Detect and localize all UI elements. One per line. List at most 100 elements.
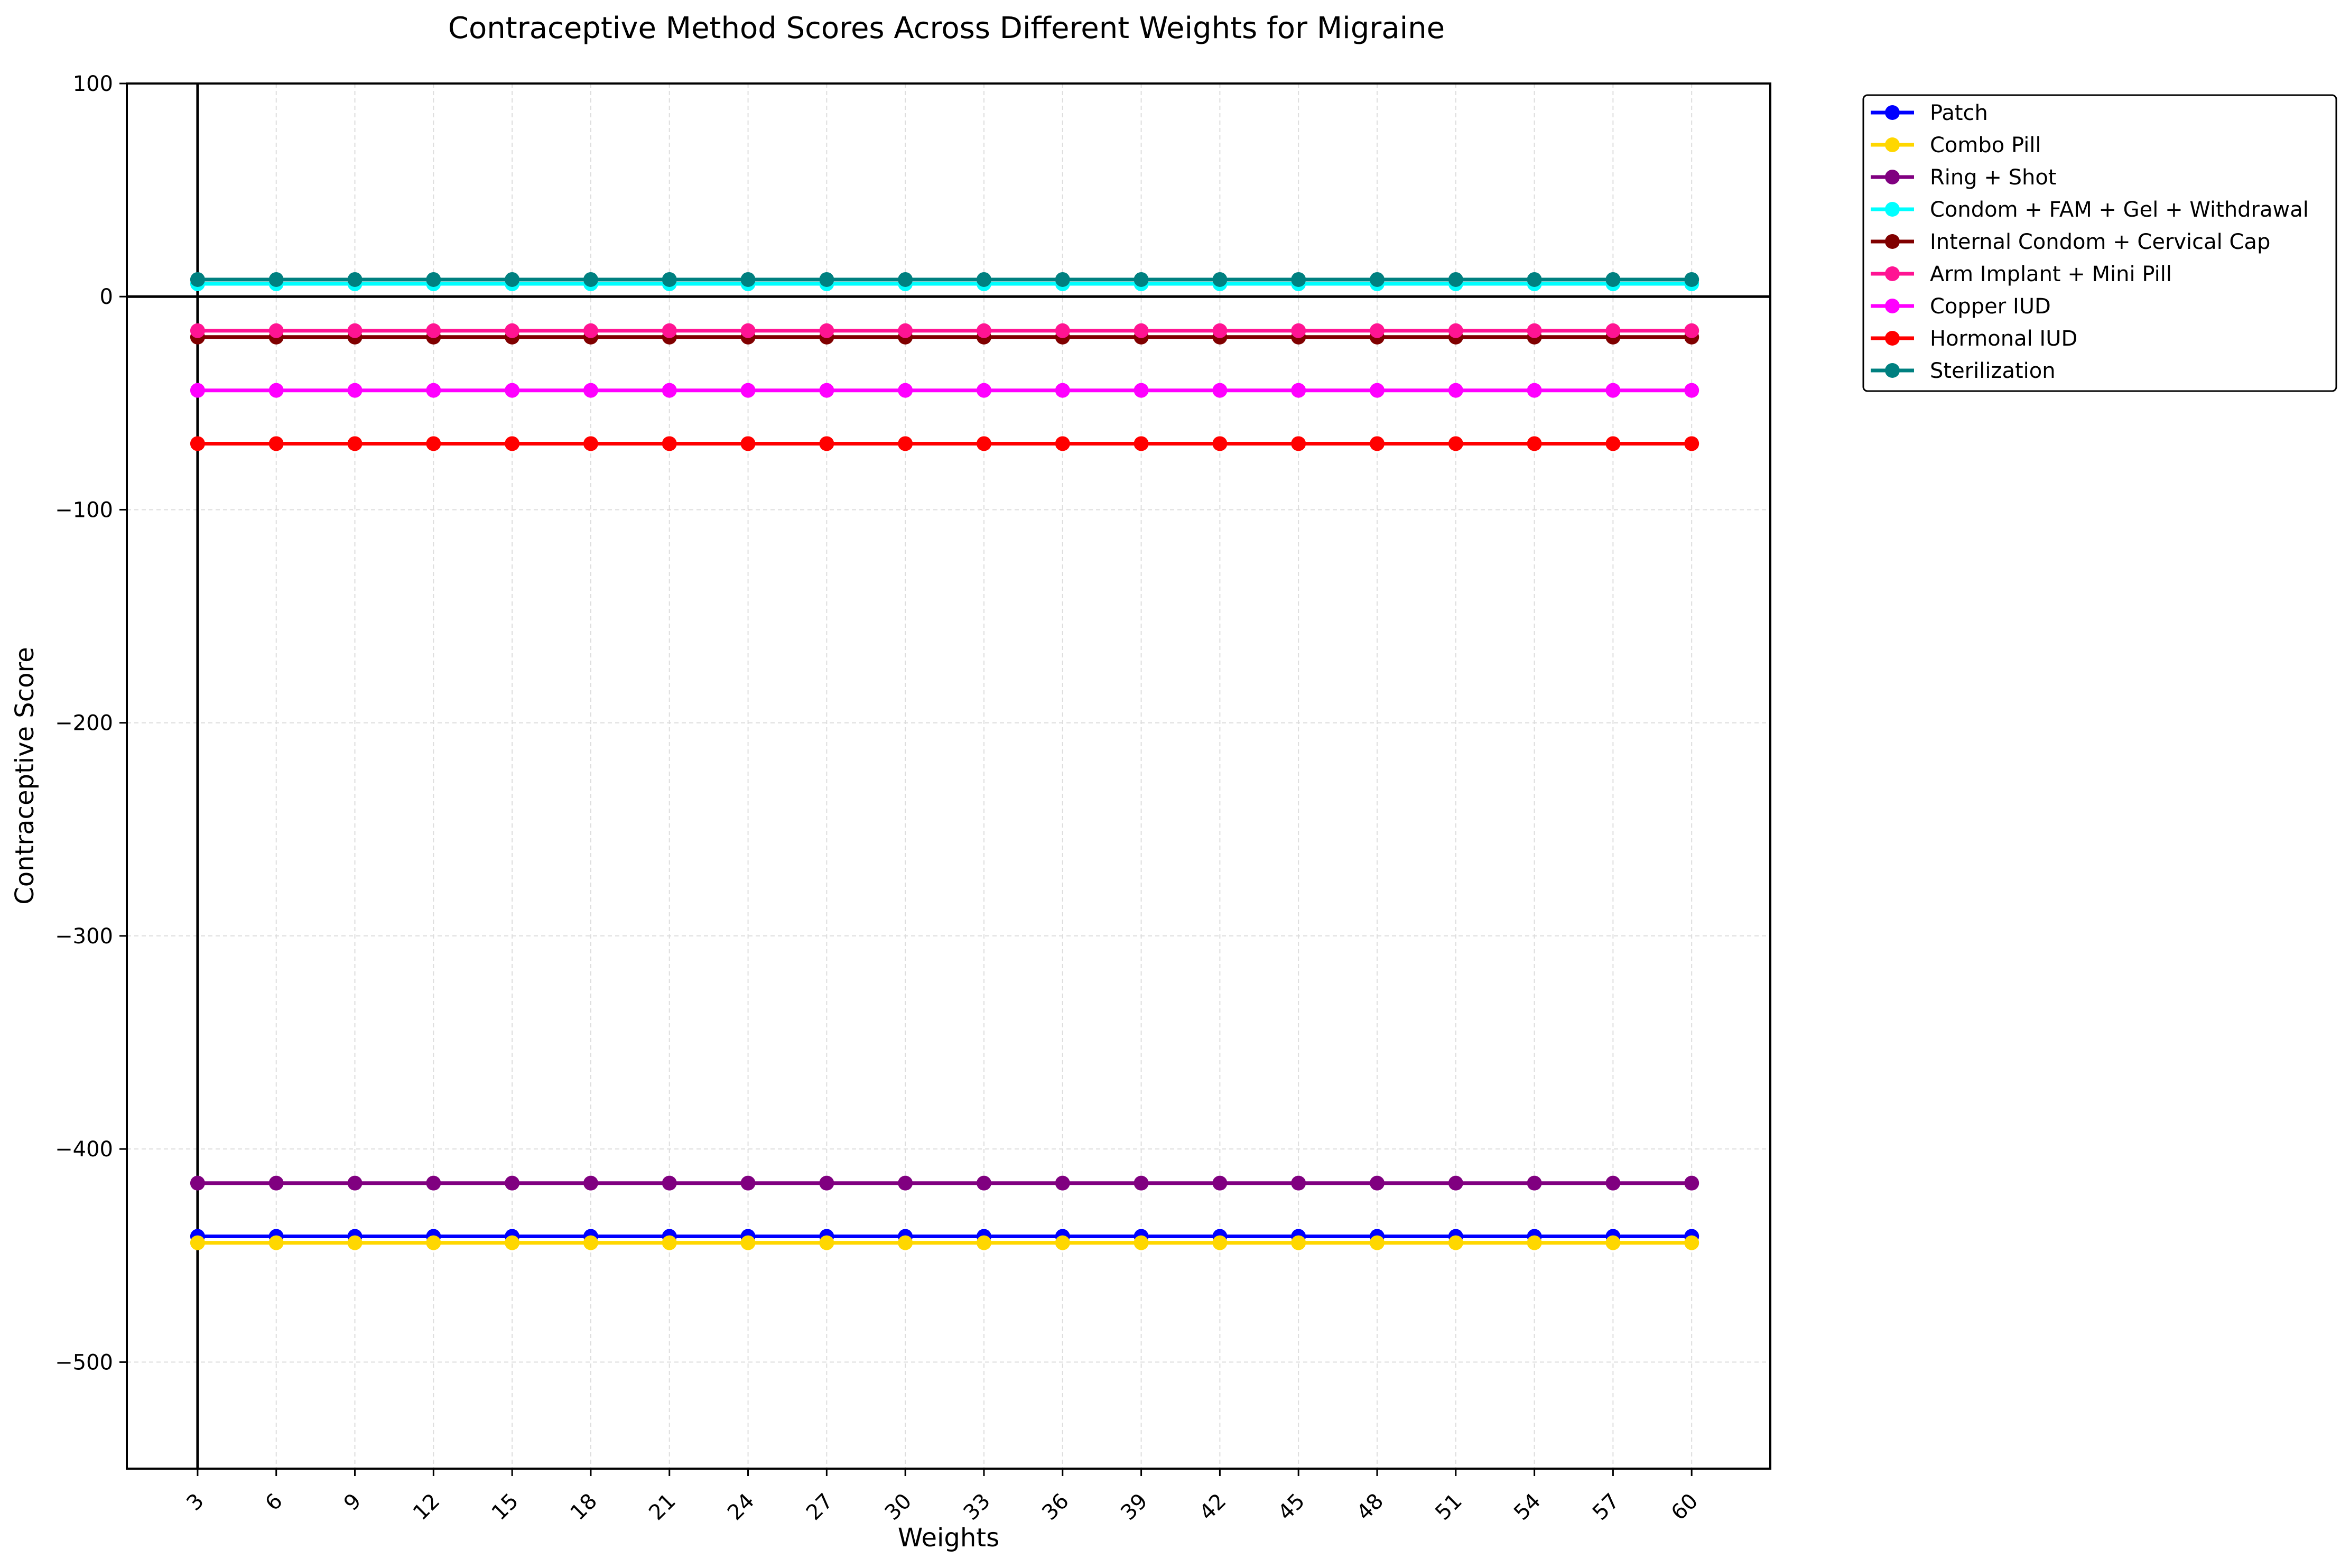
data-point-combo-pill: [1055, 1235, 1070, 1250]
data-point-copper-iud: [662, 383, 677, 398]
data-point-combo-pill: [1527, 1235, 1542, 1250]
data-point-sterilization: [1448, 272, 1463, 287]
legend-swatch-marker: [1885, 234, 1900, 249]
data-point-ring-shot: [1212, 1175, 1228, 1191]
data-point-arm-implant-mini-pill: [505, 323, 520, 338]
data-point-sterilization: [662, 272, 677, 287]
data-point-hormonal-iud: [1605, 436, 1621, 451]
legend-label: Copper IUD: [1930, 294, 2051, 319]
legend-entry-arm-implant-mini-pill: Arm Implant + Mini Pill: [1871, 262, 2172, 286]
y-tick-label: −500: [55, 1350, 113, 1375]
legend-entry-internal-condom-cervical-cap: Internal Condom + Cervical Cap: [1871, 230, 2270, 254]
data-point-copper-iud: [819, 383, 834, 398]
data-point-arm-implant-mini-pill: [583, 323, 598, 338]
legend-frame: [1862, 94, 2337, 392]
data-point-combo-pill: [347, 1235, 363, 1250]
data-point-hormonal-iud: [190, 436, 205, 451]
data-point-combo-pill: [976, 1235, 991, 1250]
data-point-copper-iud: [1369, 383, 1385, 398]
legend-label: Condom + FAM + Gel + Withdrawal: [1930, 198, 2309, 222]
data-point-hormonal-iud: [976, 436, 991, 451]
y-tick-label: 100: [73, 72, 113, 96]
data-point-hormonal-iud: [1684, 436, 1699, 451]
data-point-ring-shot: [819, 1175, 834, 1191]
data-point-ring-shot: [505, 1175, 520, 1191]
legend-label: Patch: [1930, 101, 1988, 125]
plot-area-frame: [126, 82, 1771, 1470]
data-point-ring-shot: [662, 1175, 677, 1191]
data-point-ring-shot: [1448, 1175, 1463, 1191]
data-point-hormonal-iud: [347, 436, 363, 451]
data-point-arm-implant-mini-pill: [190, 323, 205, 338]
data-point-combo-pill: [426, 1235, 441, 1250]
legend-label: Hormonal IUD: [1930, 327, 2077, 351]
data-point-sterilization: [1212, 272, 1228, 287]
legend-entry-patch: Patch: [1871, 101, 1988, 125]
data-point-sterilization: [898, 272, 913, 287]
data-point-arm-implant-mini-pill: [1448, 323, 1463, 338]
data-point-copper-iud: [1605, 383, 1621, 398]
data-point-copper-iud: [268, 383, 284, 398]
data-point-copper-iud: [1291, 383, 1306, 398]
series-combo-pill: [190, 1235, 1699, 1250]
legend-label: Arm Implant + Mini Pill: [1930, 262, 2172, 286]
chart-title: Contraceptive Method Scores Across Diffe…: [448, 11, 1445, 45]
legend-entry-copper-iud: Copper IUD: [1871, 294, 2051, 319]
data-point-hormonal-iud: [505, 436, 520, 451]
data-point-copper-iud: [347, 383, 363, 398]
data-point-sterilization: [426, 272, 441, 287]
data-point-ring-shot: [1055, 1175, 1070, 1191]
data-point-ring-shot: [583, 1175, 598, 1191]
data-point-copper-iud: [976, 383, 991, 398]
data-point-hormonal-iud: [1212, 436, 1228, 451]
data-point-ring-shot: [898, 1175, 913, 1191]
data-point-sterilization: [190, 272, 205, 287]
y-tick-label: 0: [100, 285, 113, 309]
data-point-copper-iud: [1448, 383, 1463, 398]
series-lines: [190, 272, 1699, 1250]
data-point-sterilization: [976, 272, 991, 287]
data-point-arm-implant-mini-pill: [1291, 323, 1306, 338]
data-point-combo-pill: [1291, 1235, 1306, 1250]
y-axis-ticks: 100 0 −100 −200 −300 −400 −500: [55, 72, 127, 1375]
legend-label: Combo Pill: [1930, 133, 2041, 157]
data-point-combo-pill: [1448, 1235, 1463, 1250]
data-point-hormonal-iud: [1369, 436, 1385, 451]
legend-entry-combo-pill: Combo Pill: [1871, 133, 2041, 157]
data-point-copper-iud: [1055, 383, 1070, 398]
data-point-arm-implant-mini-pill: [976, 323, 991, 338]
data-point-hormonal-iud: [426, 436, 441, 451]
data-point-sterilization: [268, 272, 284, 287]
legend-swatch-marker: [1885, 137, 1900, 152]
data-point-combo-pill: [1369, 1235, 1385, 1250]
data-point-sterilization: [1369, 272, 1385, 287]
series-sterilization: [190, 272, 1699, 287]
legend-entry-sterilization: Sterilization: [1871, 359, 2056, 383]
legend-swatch-marker: [1885, 170, 1900, 184]
y-tick-label: −100: [55, 498, 113, 522]
legend-swatch-marker: [1885, 266, 1900, 281]
legend-swatch-marker: [1885, 331, 1900, 346]
legend: Patch Combo Pill Ring + Shot Condom + FAM +…: [1862, 94, 2337, 392]
data-point-sterilization: [1527, 272, 1542, 287]
data-point-sterilization: [583, 272, 598, 287]
data-point-copper-iud: [1134, 383, 1149, 398]
data-point-sterilization: [1605, 272, 1621, 287]
series-hormonal-iud: [190, 436, 1699, 451]
data-point-hormonal-iud: [1527, 436, 1542, 451]
data-point-sterilization: [1684, 272, 1699, 287]
series-arm-implant-mini-pill: [190, 323, 1699, 338]
data-point-ring-shot: [1527, 1175, 1542, 1191]
x-axis-title: Weights: [898, 1523, 999, 1553]
data-point-copper-iud: [426, 383, 441, 398]
legend-entry-hormonal-iud: Hormonal IUD: [1871, 327, 2077, 351]
data-point-hormonal-iud: [1448, 436, 1463, 451]
data-point-ring-shot: [1134, 1175, 1149, 1191]
data-point-combo-pill: [268, 1235, 284, 1250]
data-point-ring-shot: [1369, 1175, 1385, 1191]
data-point-copper-iud: [505, 383, 520, 398]
data-point-copper-iud: [1527, 383, 1542, 398]
data-point-copper-iud: [740, 383, 756, 398]
series-ring-shot: [190, 1175, 1699, 1191]
data-point-arm-implant-mini-pill: [1212, 323, 1228, 338]
